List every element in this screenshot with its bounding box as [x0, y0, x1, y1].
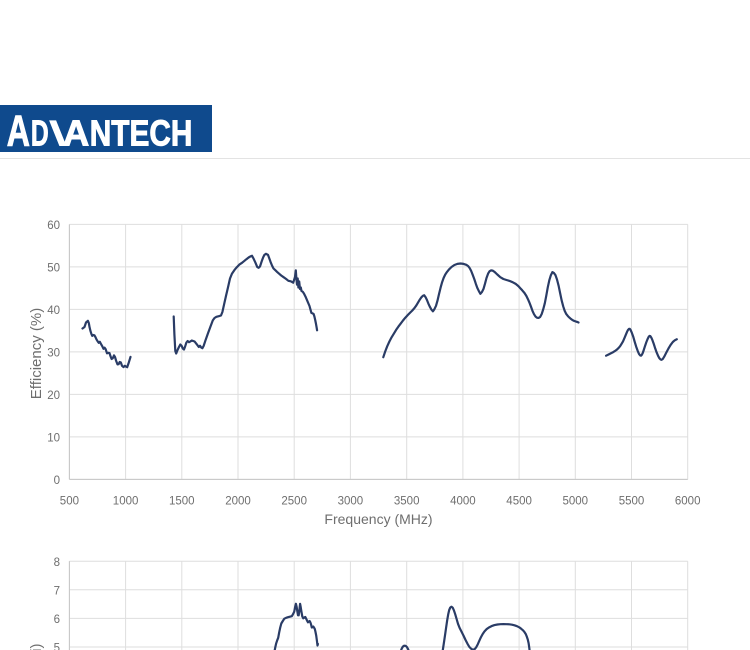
svg-text:A: A — [63, 112, 89, 152]
svg-text:6000: 6000 — [675, 496, 701, 508]
svg-text:5: 5 — [54, 643, 60, 650]
svg-text:4000: 4000 — [450, 496, 476, 508]
svg-text:0: 0 — [54, 475, 60, 487]
svg-text:3500: 3500 — [394, 496, 420, 508]
svg-text:7: 7 — [54, 586, 60, 598]
svg-text:2000: 2000 — [225, 496, 251, 508]
svg-text:500: 500 — [60, 496, 79, 508]
svg-text:Peak Gain (dBi): Peak Gain (dBi) — [28, 644, 45, 650]
svg-text:50: 50 — [47, 263, 60, 275]
svg-text:60: 60 — [47, 220, 60, 232]
svg-text:2500: 2500 — [281, 496, 307, 508]
svg-text:20: 20 — [47, 390, 60, 402]
svg-text:4500: 4500 — [506, 496, 532, 508]
svg-text:A: A — [7, 106, 30, 152]
svg-text:40: 40 — [47, 305, 60, 317]
svg-text:5000: 5000 — [563, 496, 589, 508]
svg-text:6: 6 — [54, 614, 60, 626]
svg-text:NTECH: NTECH — [90, 112, 193, 152]
svg-text:3000: 3000 — [338, 496, 364, 508]
svg-text:1000: 1000 — [113, 496, 139, 508]
svg-text:Efficiency (%): Efficiency (%) — [28, 308, 45, 399]
svg-text:5500: 5500 — [619, 496, 645, 508]
svg-text:30: 30 — [47, 348, 60, 360]
svg-text:D: D — [31, 112, 49, 152]
svg-text:1500: 1500 — [169, 496, 195, 508]
svg-text:8: 8 — [54, 557, 60, 569]
svg-text:Frequency (MHz): Frequency (MHz) — [324, 511, 432, 527]
svg-text:10: 10 — [47, 433, 60, 445]
